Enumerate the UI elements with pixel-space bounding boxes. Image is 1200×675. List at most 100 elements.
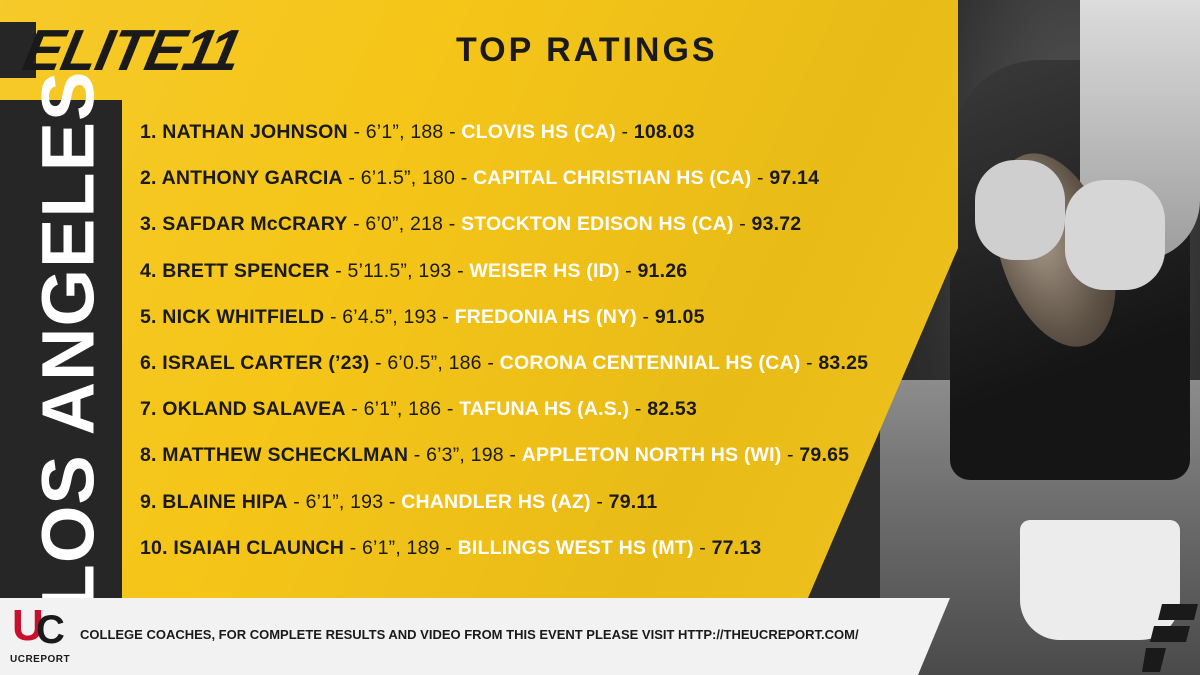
list-item: 1. NATHAN JOHNSON - 6’1”, 188 - CLOVIS H… (140, 119, 868, 145)
player-measurables: 6’0.5”, 186 (387, 351, 482, 374)
separator: - (693, 536, 712, 559)
rank-number: 3. (140, 213, 157, 236)
player-photo (880, 0, 1200, 675)
separator: - (619, 259, 638, 282)
header-accent-band (0, 22, 36, 78)
city-title: LOS ANGELES (26, 70, 110, 610)
rank-number: 9. (140, 490, 157, 513)
separator: - (324, 305, 343, 328)
list-item: 10. ISAIAH CLAUNCH - 6’1”, 189 - BILLING… (140, 535, 868, 561)
player-measurables: 6’1”, 188 (365, 121, 444, 143)
player-school: WEISER HS (ID) (469, 259, 620, 282)
list-item: 2. ANTHONY GARCIA - 6’1.5”, 180 - CAPITA… (140, 165, 868, 191)
ucreport-logo: U C UCREPORT (6, 602, 72, 670)
player-school: CORONA CENTENNIAL HS (CA) (499, 351, 801, 374)
rank-number: 7. (140, 398, 157, 421)
player-score: 82.53 (647, 398, 697, 421)
separator: - (347, 213, 366, 236)
separator: - (441, 398, 460, 421)
photo-player-hand-left (975, 160, 1065, 260)
player-score: 91.05 (654, 305, 705, 328)
list-item: 3. SAFDAR McCRARY - 6’0”, 218 - STOCKTON… (140, 211, 868, 237)
separator: - (451, 259, 470, 282)
player-name: OKLAND SALAVEA (162, 398, 346, 421)
player-measurables: 6’1”, 193 (305, 490, 384, 513)
logo-letter-u: U (12, 601, 44, 650)
separator: - (781, 444, 800, 467)
player-school: APPLETON NORTH HS (WI) (521, 444, 782, 467)
player-school: CAPITAL CHRISTIAN HS (CA) (473, 167, 752, 190)
footer-bar (0, 598, 950, 675)
separator: - (629, 398, 648, 421)
player-name: SAFDAR McCRARY (162, 213, 348, 236)
separator: - (347, 121, 366, 143)
player-name: ANTHONY GARCIA (161, 167, 343, 190)
player-name: NICK WHITFIELD (162, 305, 325, 328)
brand-corner-icon (1142, 604, 1198, 672)
separator: - (439, 536, 458, 559)
player-name: NATHAN JOHNSON (162, 121, 348, 143)
logo-letter-c: C (36, 608, 65, 652)
separator: - (344, 536, 362, 559)
player-score: 79.11 (608, 490, 658, 513)
separator: - (369, 351, 388, 374)
player-school: TAFUNA HS (A.S.) (459, 398, 630, 421)
player-name: ISAIAH CLAUNCH (173, 536, 345, 559)
player-school: CHANDLER HS (AZ) (401, 490, 591, 513)
separator: - (443, 213, 462, 236)
list-item: 6. ISRAEL CARTER (’23) - 6’0.5”, 186 - C… (140, 350, 868, 376)
separator: - (503, 444, 522, 467)
list-item: 5. NICK WHITFIELD - 6’4.5”, 193 - FREDON… (140, 304, 868, 330)
separator: - (733, 213, 752, 236)
elite11-logo: ELITE11 (18, 18, 243, 83)
separator: - (383, 490, 402, 513)
separator: - (455, 167, 474, 190)
footer-message: COLLEGE COACHES, FOR COMPLETE RESULTS AN… (80, 627, 859, 642)
separator: - (436, 305, 455, 328)
separator: - (636, 305, 655, 328)
player-measurables: 5’11.5”, 193 (347, 259, 452, 282)
separator: - (345, 398, 364, 421)
player-score: 83.25 (818, 351, 869, 374)
ratings-list: 1. NATHAN JOHNSON - 6’1”, 188 - CLOVIS H… (140, 119, 868, 581)
player-score: 91.26 (637, 259, 688, 282)
rank-number: 10. (140, 536, 168, 559)
separator: - (590, 490, 609, 513)
player-score: 79.65 (799, 444, 850, 467)
player-name: MATTHEW SCHECKLMAN (162, 444, 409, 467)
player-measurables: 6’3”, 198 (426, 444, 504, 467)
city-strip (0, 100, 122, 598)
player-measurables: 6’1.5”, 180 (360, 167, 456, 190)
rank-number: 8. (140, 444, 157, 467)
separator: - (443, 121, 462, 143)
player-school: BILLINGS WEST HS (MT) (457, 536, 694, 559)
player-score: 93.72 (751, 213, 802, 236)
player-measurables: 6’4.5”, 193 (342, 305, 437, 328)
separator: - (615, 121, 634, 143)
player-score: 97.14 (769, 167, 820, 190)
separator: - (329, 259, 348, 282)
separator: - (342, 167, 361, 190)
player-name: BLAINE HIPA (162, 490, 288, 513)
player-measurables: 6’1”, 186 (363, 398, 442, 421)
player-name: BRETT SPENCER (162, 259, 330, 282)
list-item: 4. BRETT SPENCER - 5’11.5”, 193 - WEISER… (140, 258, 868, 284)
rank-number: 2. (140, 167, 157, 190)
rank-number: 6. (140, 351, 157, 374)
rank-number: 4. (140, 259, 157, 282)
player-score: 108.03 (633, 121, 695, 143)
rank-number: 1. (140, 121, 157, 143)
separator: - (800, 351, 819, 374)
separator: - (287, 490, 306, 513)
player-school: CLOVIS HS (CA) (461, 121, 616, 143)
list-item: 9. BLAINE HIPA - 6’1”, 193 - CHANDLER HS… (140, 489, 868, 515)
separator: - (481, 351, 500, 374)
page-subtitle: TOP RATINGS (456, 31, 718, 69)
list-item: 8. MATTHEW SCHECKLMAN - 6’3”, 198 - APPL… (140, 442, 868, 468)
rank-number: 5. (140, 305, 157, 328)
list-item: 7. OKLAND SALAVEA - 6’1”, 186 - TAFUNA H… (140, 396, 868, 422)
player-score: 77.13 (711, 536, 762, 559)
photo-player-hand-right (1065, 180, 1165, 290)
